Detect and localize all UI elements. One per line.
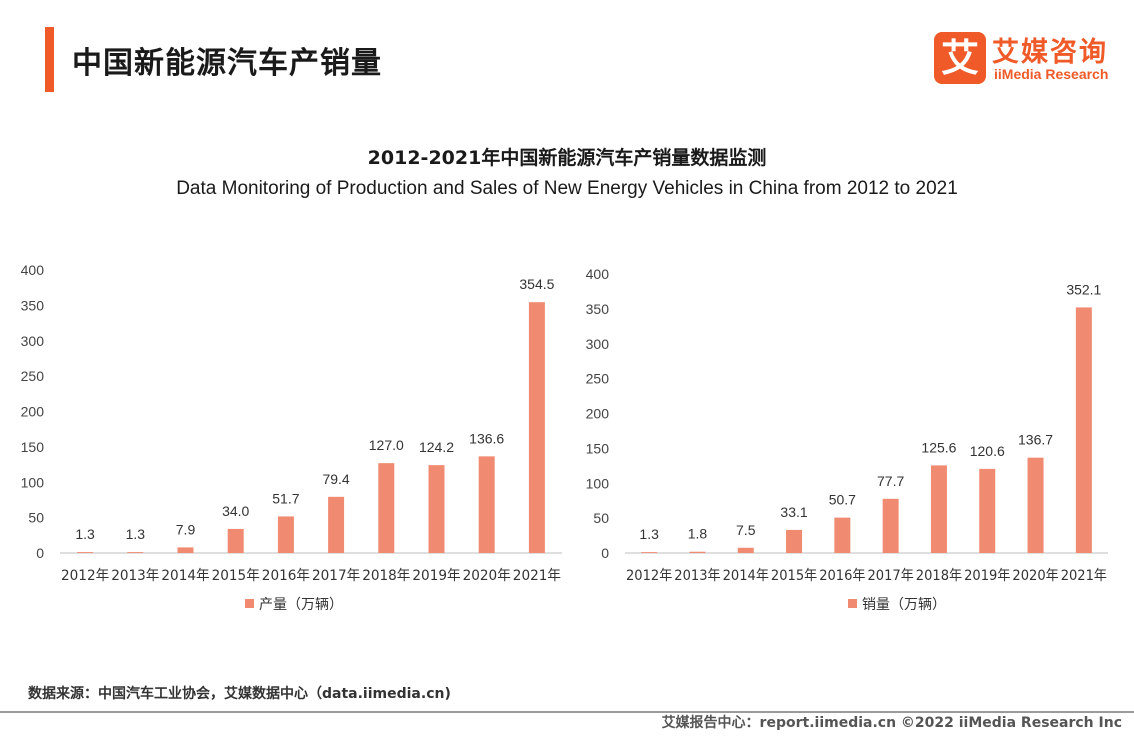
- sales-data-label: 1.3: [639, 526, 659, 542]
- sales-x-tick-label: 2013年: [674, 568, 720, 584]
- production-legend-label: 产量（万辆）: [259, 597, 343, 613]
- sales-y-tick-label: 400: [586, 266, 610, 282]
- production-data-label: 124.2: [419, 439, 454, 455]
- sales-y-tick-label: 150: [586, 440, 610, 456]
- production-y-tick-label: 250: [21, 368, 45, 384]
- production-bar: [127, 552, 144, 553]
- logo-mark-icon: 艾: [934, 32, 986, 84]
- production-bar: [378, 463, 395, 553]
- production-data-label: 51.7: [272, 490, 299, 506]
- production-x-tick-label: 2019年: [412, 568, 460, 584]
- sales-bar: [641, 552, 658, 553]
- sales-data-label: 125.6: [921, 439, 956, 455]
- sales-y-tick-label: 300: [586, 336, 610, 352]
- sales-x-tick-label: 2019年: [964, 568, 1010, 584]
- production-x-tick-label: 2017年: [312, 568, 360, 584]
- chart-subtitle: Data Monitoring of Production and Sales …: [176, 178, 958, 199]
- sales-bar: [737, 547, 754, 553]
- chart-title: 2012-2021年中国新能源汽车产销量数据监测: [367, 147, 767, 169]
- production-x-tick-label: 2021年: [513, 568, 561, 584]
- production-bar: [428, 465, 445, 553]
- title-accent-bar: [45, 27, 54, 92]
- sales-x-tick-label: 2017年: [868, 568, 914, 584]
- production-x-tick-label: 2016年: [262, 568, 310, 584]
- sales-y-tick-label: 100: [586, 475, 610, 491]
- production-data-label: 7.9: [176, 521, 196, 537]
- sales-data-label: 352.1: [1066, 281, 1101, 297]
- production-y-tick-label: 150: [21, 439, 45, 455]
- sales-data-label: 33.1: [780, 504, 807, 520]
- sales-bar: [834, 517, 851, 553]
- production-y-tick-label: 100: [21, 474, 45, 490]
- sales-bar: [1027, 457, 1044, 553]
- production-data-label: 136.6: [469, 430, 504, 446]
- sales-bar: [882, 498, 899, 553]
- sales-x-tick-label: 2021年: [1061, 568, 1107, 584]
- sales-x-tick-label: 2016年: [819, 568, 865, 584]
- production-bar: [478, 456, 495, 553]
- production-x-tick-label: 2020年: [463, 568, 511, 584]
- sales-legend-label: 销量（万辆）: [862, 597, 946, 613]
- production-x-tick-label: 2018年: [362, 568, 410, 584]
- production-y-tick-label: 50: [28, 510, 44, 526]
- sales-bar: [786, 529, 803, 553]
- brand-logo: 艾 艾媒咨询 iiMedia Research: [934, 30, 1120, 88]
- production-x-tick-label: 2013年: [111, 568, 159, 584]
- production-bar: [177, 547, 194, 553]
- sales-y-tick-label: 250: [586, 371, 610, 387]
- production-bar: [77, 552, 94, 553]
- production-y-tick-label: 200: [21, 404, 45, 420]
- sales-bar: [930, 465, 947, 553]
- logo-chinese-name: 艾媒咨询: [992, 37, 1108, 68]
- sales-bar: [689, 551, 706, 553]
- production-x-tick-label: 2015年: [212, 568, 260, 584]
- footer-divider: [0, 711, 1134, 713]
- logo-english-name: iiMedia Research: [994, 66, 1109, 82]
- production-data-label: 1.3: [126, 526, 146, 542]
- production-x-tick-label: 2012年: [61, 568, 109, 584]
- production-x-tick-label: 2014年: [161, 568, 209, 584]
- production-bar: [227, 528, 244, 553]
- sales-x-tick-label: 2018年: [916, 568, 962, 584]
- footer-credit: 艾媒报告中心：report.iimedia.cn ©2022 iiMedia R…: [661, 715, 1122, 731]
- production-y-tick-label: 0: [36, 545, 44, 561]
- data-source-note: 数据来源：中国汽车工业协会，艾媒数据中心（data.iimedia.cn): [28, 686, 451, 702]
- sales-legend-swatch: [848, 599, 857, 608]
- production-y-tick-label: 300: [21, 333, 45, 349]
- production-bar: [328, 496, 345, 553]
- sales-y-tick-label: 50: [593, 510, 609, 526]
- sales-x-tick-label: 2012年: [626, 568, 672, 584]
- sales-data-label: 77.7: [877, 473, 904, 489]
- production-legend-swatch: [245, 599, 254, 608]
- production-bar: [277, 516, 294, 553]
- sales-x-tick-label: 2014年: [723, 568, 769, 584]
- sales-bar: [1075, 307, 1092, 553]
- sales-data-label: 50.7: [829, 492, 856, 508]
- sales-y-tick-label: 0: [601, 545, 609, 561]
- production-data-label: 34.0: [222, 503, 249, 519]
- sales-data-label: 1.8: [688, 526, 708, 542]
- sales-y-tick-label: 350: [586, 301, 610, 317]
- production-data-label: 79.4: [322, 471, 349, 487]
- production-bar: [528, 302, 545, 553]
- production-data-label: 354.5: [519, 276, 554, 292]
- production-data-label: 127.0: [369, 437, 404, 453]
- page-title: 中国新能源汽车产销量: [72, 46, 382, 81]
- sales-y-tick-label: 200: [586, 406, 610, 422]
- sales-data-label: 7.5: [736, 522, 756, 538]
- sales-x-tick-label: 2020年: [1012, 568, 1058, 584]
- sales-data-label: 136.7: [1018, 432, 1053, 448]
- sales-x-tick-label: 2015年: [771, 568, 817, 584]
- production-y-tick-label: 400: [21, 262, 45, 278]
- production-y-tick-label: 350: [21, 297, 45, 313]
- sales-data-label: 120.6: [970, 443, 1005, 459]
- production-data-label: 1.3: [75, 526, 95, 542]
- sales-bar: [979, 468, 996, 553]
